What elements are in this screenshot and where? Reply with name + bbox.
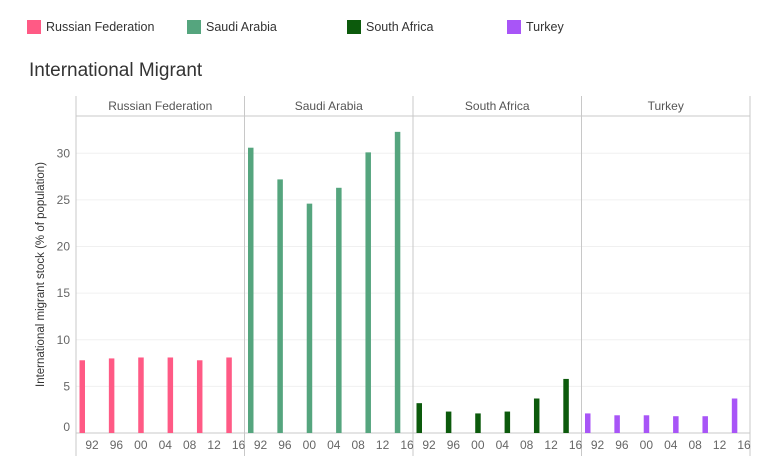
y-tick-label: 30 — [57, 146, 71, 160]
y-tick-label: 15 — [57, 286, 71, 300]
bar — [475, 413, 481, 433]
x-tick-label: 08 — [688, 438, 702, 452]
x-tick-label: 00 — [303, 438, 317, 452]
bar — [248, 147, 254, 433]
x-tick-label: 08 — [351, 438, 365, 452]
bar — [504, 411, 511, 433]
x-tick-label: 92 — [85, 438, 99, 452]
bar — [643, 415, 650, 433]
panel-header-label: South Africa — [465, 99, 530, 113]
chart-title: International Migrant — [29, 60, 203, 81]
legend-label: Russian Federation — [46, 20, 155, 34]
bar — [585, 413, 591, 433]
x-tick-label: 16 — [737, 438, 751, 452]
legend-label: South Africa — [366, 20, 434, 34]
x-tick-label: 92 — [422, 438, 436, 452]
x-tick-label: 04 — [159, 438, 173, 452]
y-tick-label: 5 — [63, 379, 70, 393]
x-tick-label: 96 — [615, 438, 629, 452]
x-tick-label: 00 — [134, 438, 148, 452]
x-tick-label: 08 — [183, 438, 197, 452]
x-tick-label: 12 — [713, 438, 727, 452]
bar — [731, 398, 738, 433]
x-tick-label: 04 — [327, 438, 341, 452]
panel-header-label: Turkey — [648, 99, 684, 113]
legend-swatch — [27, 20, 41, 34]
x-tick-label: 12 — [544, 438, 558, 452]
bar — [226, 357, 232, 433]
x-tick-label: 08 — [520, 438, 534, 452]
x-tick-label: 12 — [207, 438, 221, 452]
panel-header-label: Saudi Arabia — [295, 99, 363, 113]
x-tick-label: 12 — [376, 438, 390, 452]
x-tick-label: 16 — [232, 438, 246, 452]
bar — [394, 131, 401, 433]
y-axis-title: International migrant stock (% of popula… — [35, 162, 47, 387]
bar — [277, 179, 283, 433]
bar — [563, 378, 569, 433]
x-tick-label: 92 — [591, 438, 605, 452]
x-tick-label: 16 — [569, 438, 583, 452]
bar — [445, 411, 452, 433]
legend-label: Turkey — [526, 20, 564, 34]
x-tick-label: 16 — [400, 438, 414, 452]
x-tick-label: 92 — [254, 438, 268, 452]
bar — [79, 360, 85, 433]
legend-item-turkey[interactable]: Turkey — [507, 20, 564, 34]
bar — [306, 203, 313, 433]
bar — [614, 415, 620, 433]
x-tick-label: 96 — [110, 438, 124, 452]
bar — [167, 357, 174, 433]
bar — [196, 360, 203, 433]
bar — [108, 358, 115, 433]
legend-item-south-africa[interactable]: South Africa — [347, 20, 433, 34]
y-tick-label: 25 — [57, 193, 71, 207]
x-tick-label: 96 — [278, 438, 292, 452]
x-tick-label: 04 — [664, 438, 678, 452]
legend-swatch — [347, 20, 361, 34]
y-tick-label: 10 — [57, 333, 71, 347]
legend-item-saudi-arabia[interactable]: Saudi Arabia — [187, 20, 277, 34]
bar — [673, 416, 679, 433]
x-tick-label: 00 — [471, 438, 485, 452]
bar — [702, 416, 708, 433]
x-tick-label: 00 — [640, 438, 654, 452]
legend: Russian Federation Saudi Arabia South Af… — [0, 20, 771, 40]
bar — [138, 357, 144, 433]
bar — [365, 152, 371, 434]
y-tick-label: 20 — [57, 240, 71, 254]
legend-swatch — [507, 20, 521, 34]
legend-item-russian-federation[interactable]: Russian Federation — [27, 20, 154, 34]
x-tick-label: 96 — [447, 438, 461, 452]
legend-swatch — [187, 20, 201, 34]
y-tick-label: 0 — [63, 420, 70, 434]
legend-label: Saudi Arabia — [206, 20, 277, 34]
panel-header-label: Russian Federation — [108, 99, 212, 113]
x-tick-label: 04 — [496, 438, 510, 452]
bar — [416, 403, 422, 433]
bar — [336, 187, 342, 433]
bar — [533, 398, 540, 433]
